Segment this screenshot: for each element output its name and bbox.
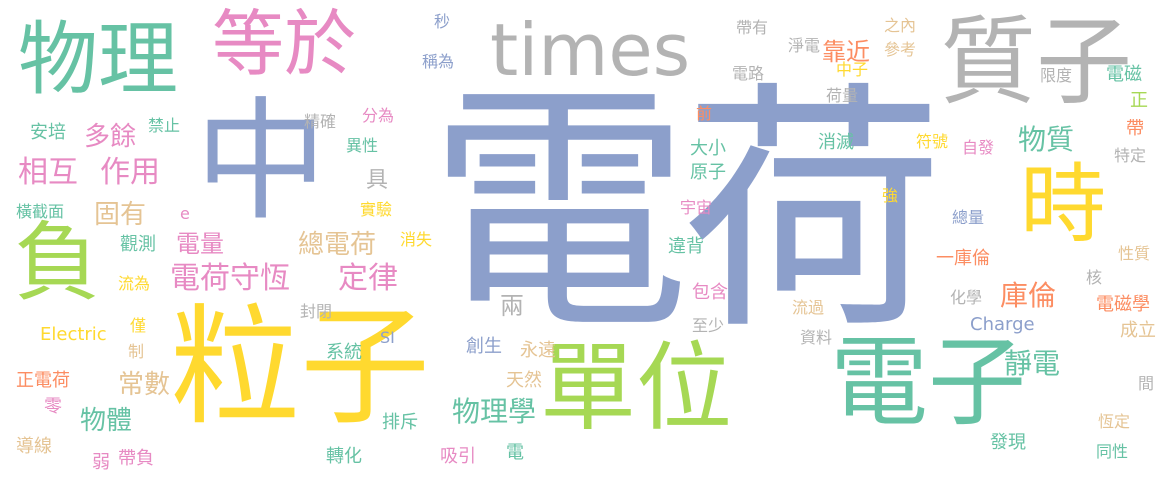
word-qian: 前 <box>696 104 713 123</box>
word-zhizi: 質子 <box>940 6 1132 118</box>
word-he: 核 <box>1086 268 1103 287</box>
word-e: e <box>180 204 190 223</box>
word-wulixue: 物理學 <box>452 395 537 428</box>
word-daiyou: 帶有 <box>736 18 769 37</box>
word-baohan: 包含 <box>692 282 728 303</box>
word-zifa: 自發 <box>962 138 995 157</box>
word-fengbi: 封閉 <box>300 302 333 321</box>
word-guance: 觀測 <box>120 234 156 255</box>
word-fuhao: 符號 <box>916 132 949 151</box>
word-jingdian: 靜電 <box>1004 347 1061 380</box>
word-hengjiemian: 橫截面 <box>16 202 65 221</box>
word-ju: 具 <box>366 168 389 193</box>
word-liang: 兩 <box>500 292 524 320</box>
word-tianran: 天然 <box>506 370 542 391</box>
word-zheng: 正 <box>1130 90 1148 111</box>
word-anpei: 安培 <box>30 122 66 143</box>
word-cankao: 參考 <box>884 40 917 59</box>
word-danwei: 單位 <box>540 332 732 444</box>
word-chengwei: 稱為 <box>422 52 455 71</box>
word-jin: 僅 <box>130 316 147 335</box>
word-xiandu: 限度 <box>1040 66 1073 85</box>
word-dianhe-shouheng: 電荷守恆 <box>170 261 290 296</box>
word-xitong: 系統 <box>326 342 362 363</box>
word-teding: 特定 <box>1114 146 1147 165</box>
word-dinglu: 定律 <box>338 261 398 296</box>
word-shi: 時 <box>1020 155 1106 255</box>
word-qiang: 強 <box>882 186 899 205</box>
word-fu: 負 <box>14 213 100 313</box>
word-duoyu: 多餘 <box>84 122 137 152</box>
word-yuanzi: 原子 <box>690 162 726 183</box>
word-liuguo: 流過 <box>792 298 825 317</box>
word-ziliao: 資料 <box>800 328 833 347</box>
word-wuzhi: 物質 <box>1018 123 1075 156</box>
word-dianliang: 電量 <box>176 230 224 258</box>
word-huaxue: 化學 <box>950 288 983 307</box>
word-yongyuan: 永遠 <box>520 340 556 361</box>
word-xingzhi: 性質 <box>1118 244 1151 263</box>
word-chuangsheng: 創生 <box>466 336 502 357</box>
word-xiyin: 吸引 <box>440 446 476 467</box>
word-jian: 間 <box>1138 374 1155 393</box>
word-yuzhou: 宇宙 <box>680 198 713 217</box>
word-guyou: 固有 <box>94 200 147 230</box>
word-heliang: 荷量 <box>826 86 859 105</box>
word-diancixue: 電磁學 <box>1096 294 1150 315</box>
word-hengding: 恆定 <box>1098 412 1131 431</box>
word-zhuanhua: 轉化 <box>326 446 362 467</box>
word-kaojin: 靠近 <box>822 38 870 66</box>
word-dai: 帶 <box>1126 118 1144 139</box>
word-zuoyong: 作用 <box>100 155 160 190</box>
word-weibei: 違背 <box>668 236 704 257</box>
word-zhinei: 之內 <box>884 16 917 35</box>
word-zhongzi: 中子 <box>836 60 869 79</box>
word-chengli: 成立 <box>1120 320 1156 341</box>
word-shiyan: 實驗 <box>360 200 393 219</box>
word-liuwei: 流為 <box>118 274 151 293</box>
word-xianghu: 相互 <box>18 155 78 190</box>
word-xiaomie: 消滅 <box>818 132 854 153</box>
word-si: SI <box>380 328 395 347</box>
word-xiaoshi: 消失 <box>400 230 433 249</box>
word-zongliang: 總量 <box>952 208 985 227</box>
word-changshu: 常數 <box>118 370 171 400</box>
word-jingdian2: 淨電 <box>788 36 821 55</box>
word-miao: 秒 <box>434 12 451 31</box>
word-ruo: 弱 <box>92 452 110 473</box>
word-wuti: 物體 <box>80 406 133 436</box>
word-yikulun: 一庫倫 <box>936 248 990 269</box>
word-jinzhi: 禁止 <box>148 116 181 135</box>
word-kulun: 庫倫 <box>1000 279 1057 312</box>
word-lizi: 粒子 <box>170 291 431 443</box>
word-zhengdianhe: 正電荷 <box>16 370 70 391</box>
word-zhi: 制 <box>128 342 145 361</box>
word-daoxian: 導線 <box>16 436 52 457</box>
word-daxiao: 大小 <box>690 138 726 159</box>
word-zhong: 中 <box>195 85 327 239</box>
word-fenwei: 分為 <box>362 106 395 125</box>
word-paichi: 排斥 <box>382 412 418 433</box>
word-wuli: 物理 <box>18 13 178 106</box>
word-daifu: 帶負 <box>118 448 154 469</box>
word-yixing: 異性 <box>346 136 379 155</box>
word-dianhe: 電荷 <box>428 60 944 365</box>
word-faxian: 發現 <box>990 432 1026 453</box>
word-times: times <box>490 8 691 92</box>
word-electric: Electric <box>40 324 107 345</box>
word-ling: 零 <box>44 396 62 417</box>
word-jingque: 精確 <box>304 112 337 131</box>
word-dianlu: 電路 <box>732 64 765 83</box>
word-charge: Charge <box>970 314 1035 335</box>
word-dengyu: 等於 <box>212 2 357 86</box>
word-tongxing: 同性 <box>1096 442 1129 461</box>
word-zongdianhe: 總電荷 <box>298 230 377 260</box>
word-dianci: 電磁 <box>1106 64 1142 85</box>
word-zhishao: 至少 <box>692 316 725 335</box>
word-dian: 電 <box>506 442 524 463</box>
word-dianzi: 電子 <box>830 326 1027 440</box>
